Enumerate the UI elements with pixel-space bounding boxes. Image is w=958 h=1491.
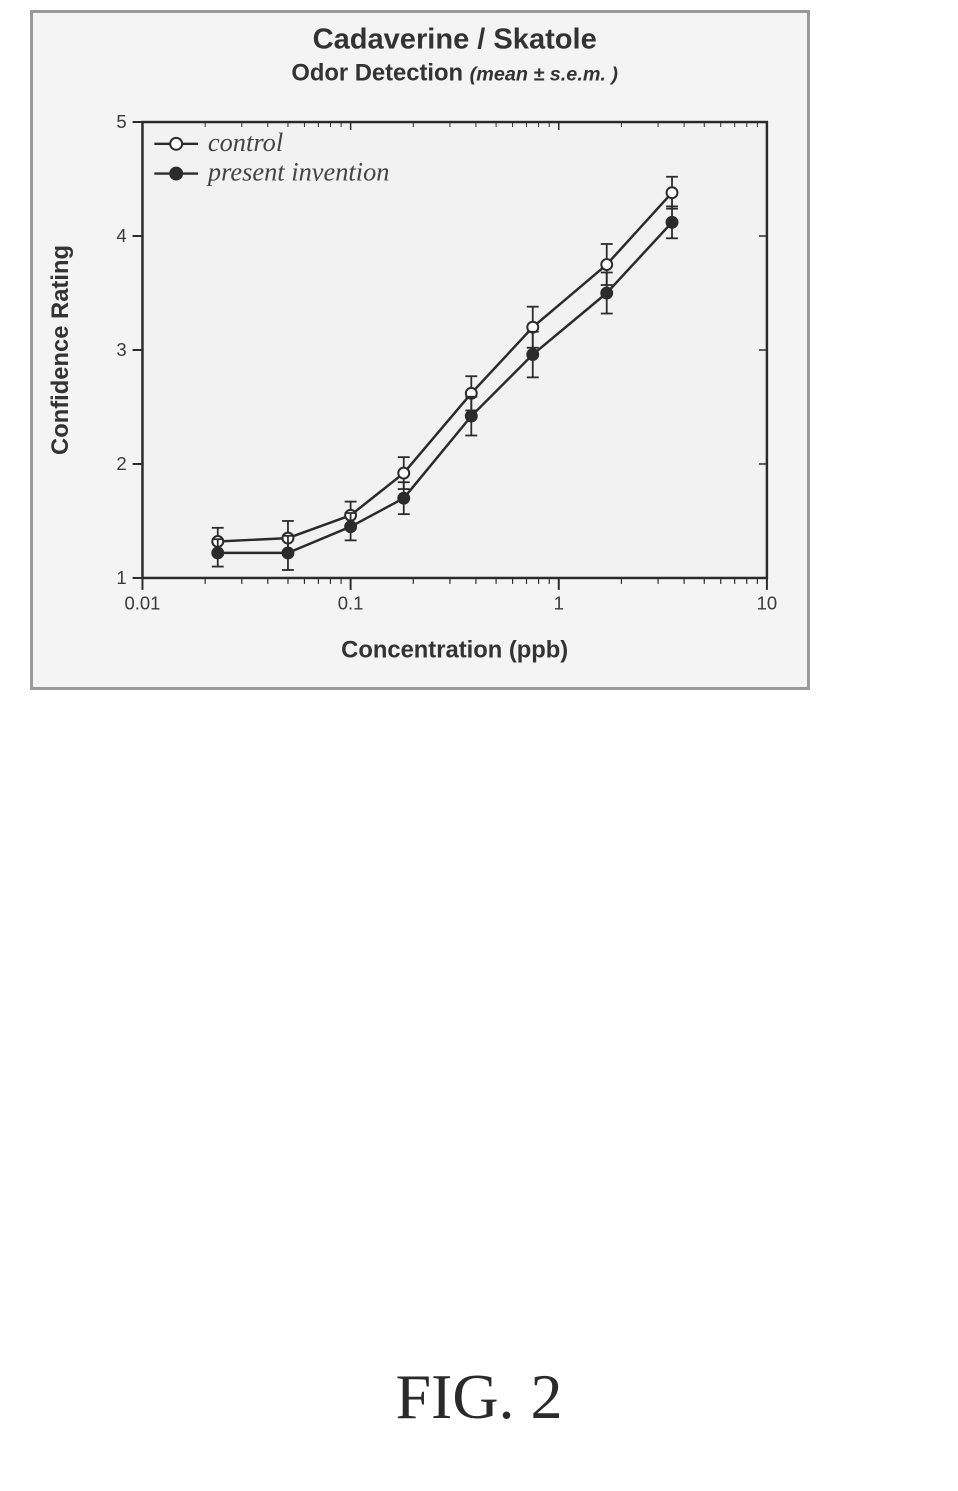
legend-marker-icon bbox=[170, 138, 182, 150]
series-marker-present invention bbox=[212, 547, 223, 558]
y-tick-label: 1 bbox=[116, 567, 126, 588]
legend-marker-icon bbox=[170, 168, 182, 180]
x-tick-label: 10 bbox=[757, 593, 778, 614]
series-marker-present invention bbox=[283, 547, 294, 558]
figure-caption: FIG. 2 bbox=[0, 1360, 958, 1434]
x-tick-label: 0.01 bbox=[124, 593, 160, 614]
series-marker-control bbox=[667, 187, 678, 198]
series-marker-present invention bbox=[345, 521, 356, 532]
legend-label: present invention bbox=[206, 157, 390, 187]
series-marker-present invention bbox=[398, 493, 409, 504]
series-marker-present invention bbox=[466, 411, 477, 422]
y-tick-label: 5 bbox=[116, 111, 126, 132]
chart-y-axis-label: Confidence Rating bbox=[47, 245, 74, 455]
legend-label: control bbox=[208, 127, 283, 157]
y-tick-label: 3 bbox=[116, 339, 126, 360]
y-tick-label: 4 bbox=[116, 225, 126, 246]
chart-panel: Cadaverine / Skatole Odor Detection (mean… bbox=[30, 10, 810, 690]
series-marker-present invention bbox=[527, 349, 538, 360]
page-root: Cadaverine / Skatole Odor Detection (mean… bbox=[0, 0, 958, 1491]
x-tick-label: 0.1 bbox=[338, 593, 364, 614]
chart-title-line1: Cadaverine / Skatole bbox=[313, 24, 597, 56]
chart-svg: Cadaverine / Skatole Odor Detection (mean… bbox=[33, 13, 807, 687]
chart-x-axis-label: Concentration (ppb) bbox=[341, 636, 568, 663]
series-marker-present invention bbox=[667, 217, 678, 228]
series-marker-control bbox=[601, 259, 612, 270]
chart-title-line2: Odor Detection (mean ± s.e.m. ) bbox=[291, 59, 618, 86]
y-tick-label: 2 bbox=[116, 453, 126, 474]
series-marker-present invention bbox=[601, 288, 612, 299]
x-tick-label: 1 bbox=[554, 593, 564, 614]
series-marker-control bbox=[398, 468, 409, 479]
